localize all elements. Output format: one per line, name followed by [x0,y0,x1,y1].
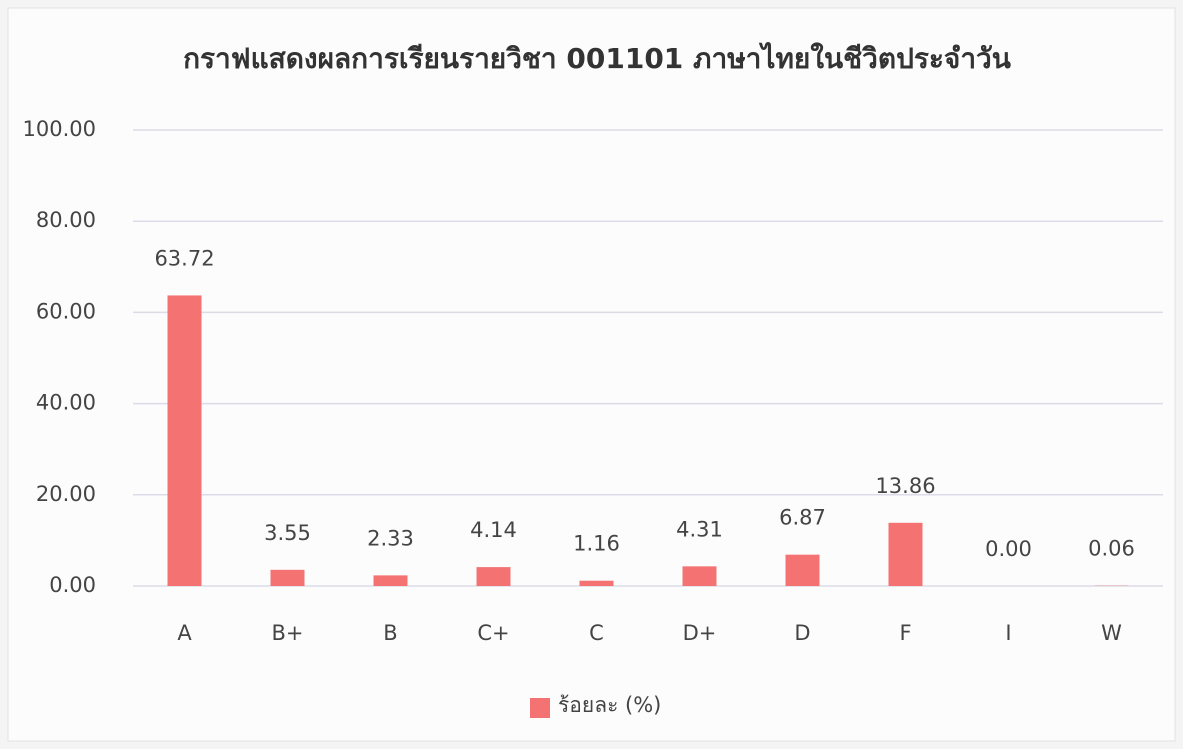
y-tick-label: 60.00 [36,299,96,323]
data-label: 2.33 [367,526,414,550]
data-label: 6.87 [779,506,826,530]
x-tick-label: D+ [683,621,717,645]
x-tick-label: C [589,621,604,645]
x-tick-label: C+ [477,621,509,645]
x-tick-label: A [177,621,192,645]
x-tick-label: F [899,621,911,645]
data-label: 1.16 [573,532,620,556]
y-tick-label: 80.00 [36,208,96,232]
data-label: 63.72 [154,246,214,270]
legend-swatch [530,698,550,718]
data-label: 3.55 [264,521,311,545]
y-tick-label: 0.00 [49,573,96,597]
data-label: 0.00 [985,537,1032,561]
bar [476,567,511,586]
x-tick-label: W [1101,621,1122,645]
data-label: 13.86 [875,474,935,498]
x-tick-label: B [383,621,397,645]
bar [682,566,717,586]
bar [373,575,408,586]
bar [167,295,202,586]
bar [785,554,820,586]
x-tick-label: D [794,621,810,645]
data-label: 4.31 [676,517,723,541]
y-tick-label: 40.00 [36,391,96,415]
data-label: 0.06 [1088,537,1135,561]
x-tick-label: I [1005,621,1011,645]
chart-title: กราฟแสดงผลการเรียนรายวิชา 001101 ภาษาไทย… [183,42,1011,75]
x-tick-label: B+ [271,621,303,645]
legend-label: ร้อยละ (%) [558,693,661,717]
bar [270,569,305,586]
y-tick-label: 100.00 [23,117,96,141]
y-tick-label: 20.00 [36,482,96,506]
bar [579,580,614,586]
bar [888,522,923,586]
data-label: 4.14 [470,518,517,542]
